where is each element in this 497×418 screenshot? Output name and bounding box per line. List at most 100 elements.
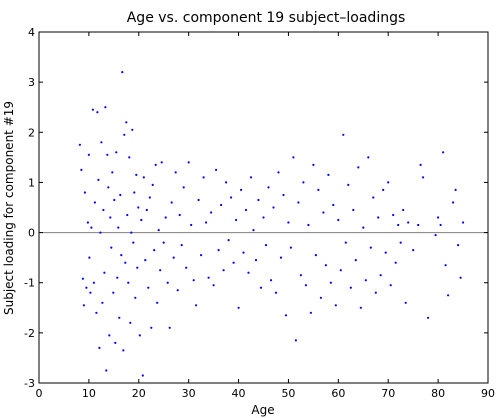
data-point [91, 108, 94, 111]
data-point [232, 261, 235, 264]
data-point [142, 176, 145, 179]
data-point [249, 176, 253, 179]
data-point [185, 266, 188, 269]
data-point [387, 181, 390, 184]
data-point [123, 133, 126, 136]
data-point [141, 374, 144, 377]
data-point [174, 171, 177, 174]
x-tick-label: 80 [431, 387, 445, 400]
data-point [92, 281, 95, 284]
data-point [90, 226, 93, 229]
data-point [267, 186, 270, 189]
data-point [407, 221, 410, 224]
data-point [101, 301, 104, 304]
data-point [427, 316, 430, 319]
data-point [215, 168, 218, 171]
data-point [337, 218, 340, 222]
data-point [382, 188, 385, 191]
data-point [154, 163, 157, 166]
data-point [314, 254, 317, 257]
data-point [237, 306, 240, 309]
x-axis-label: Age [251, 403, 274, 417]
data-point [419, 163, 422, 166]
data-point [112, 291, 115, 294]
data-point [332, 203, 335, 207]
data-point [125, 121, 128, 124]
data-point [195, 304, 198, 307]
data-point [160, 161, 163, 164]
data-point [95, 311, 98, 314]
data-point [127, 281, 130, 284]
x-tick-label: 0 [36, 387, 43, 400]
data-point [156, 301, 159, 304]
data-point [96, 111, 99, 114]
data-point [105, 369, 108, 372]
data-point [85, 286, 88, 289]
data-point [212, 284, 215, 287]
data-point [117, 226, 120, 229]
data-point [97, 178, 100, 181]
data-point [230, 196, 233, 199]
y-axis-ticks: -3 -2 -1 0 1 2 3 4 [24, 26, 488, 390]
data-point [257, 198, 260, 202]
data-point [135, 173, 138, 176]
y-tick-label: -1 [24, 277, 35, 290]
data-point [277, 171, 280, 174]
data-point [269, 279, 273, 282]
data-point [86, 221, 89, 224]
data-point [88, 256, 91, 259]
data-point [147, 286, 150, 289]
data-point [262, 216, 265, 219]
data-point [442, 151, 445, 154]
data-point [359, 306, 362, 309]
data-point [352, 208, 355, 212]
data-point [399, 241, 402, 244]
data-point [462, 221, 465, 224]
data-point [324, 264, 327, 267]
data-point [87, 153, 90, 156]
data-point [362, 226, 365, 229]
data-point [454, 188, 457, 191]
y-tick-label: 0 [28, 227, 35, 240]
data-point [389, 284, 392, 287]
data-point [242, 251, 245, 254]
data-point [81, 277, 84, 280]
data-point [444, 264, 447, 267]
data-point [89, 291, 92, 294]
data-point [121, 71, 124, 74]
data-point [126, 213, 129, 217]
data-point [182, 186, 185, 189]
data-point [148, 196, 151, 199]
data-point [392, 213, 395, 217]
data-point [145, 208, 148, 212]
data-point [114, 341, 117, 344]
y-tick-label: 2 [28, 126, 35, 139]
data-point [404, 301, 407, 304]
data-point [287, 221, 290, 224]
data-point [124, 261, 127, 264]
data-point [153, 249, 156, 252]
data-point [457, 244, 460, 247]
data-point [136, 266, 139, 269]
data-point [292, 156, 295, 159]
data-point [180, 244, 183, 247]
data-point [379, 274, 382, 277]
data-point [322, 211, 325, 214]
data-point [100, 141, 103, 144]
y-tick-label: -2 [24, 327, 35, 340]
x-tick-label: 30 [182, 387, 196, 400]
data-point [302, 181, 305, 184]
y-axis-label: Subject loading for component #19 [2, 101, 16, 315]
data-point [377, 216, 380, 219]
data-point [284, 314, 288, 317]
data-point [192, 279, 195, 282]
x-tick-label: 60 [331, 387, 345, 400]
data-point [220, 203, 223, 207]
y-tick-label: 4 [28, 26, 35, 39]
data-point [367, 156, 370, 159]
data-point [200, 254, 203, 257]
data-point [299, 274, 302, 277]
data-point [254, 259, 258, 262]
data-point [244, 208, 248, 212]
data-point [349, 286, 352, 289]
